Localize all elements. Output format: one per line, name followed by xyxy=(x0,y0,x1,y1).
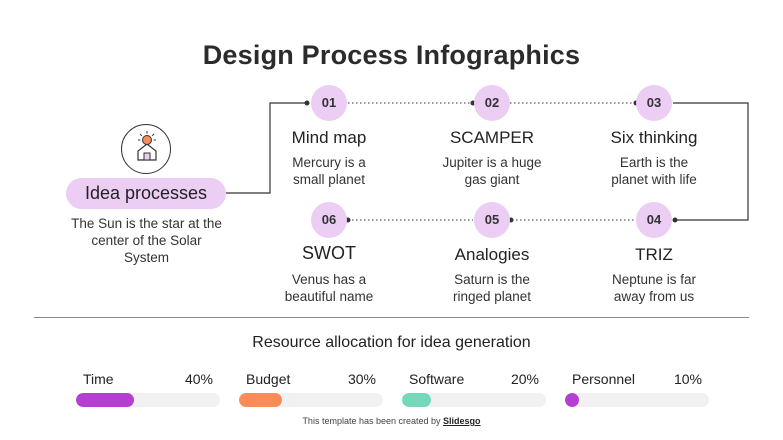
step-number-02: 02 xyxy=(474,85,510,121)
resource-label-personnel: Personnel xyxy=(572,371,636,387)
hub-description: The Sun is the star at the center of the… xyxy=(71,216,222,265)
step-name-05: Analogies xyxy=(454,245,530,264)
resource-percent-time: 40% xyxy=(184,371,213,387)
section-divider xyxy=(34,317,749,318)
resource-label-software: Software xyxy=(409,371,465,387)
step-description-03: Earth is the planet with life xyxy=(611,155,697,187)
step-name-01: Mind map xyxy=(291,128,367,147)
page-title: Design Process Infographics xyxy=(202,40,581,70)
hub-connector-line xyxy=(226,102,306,194)
connector-dot xyxy=(304,100,310,106)
idea-house-icon xyxy=(121,124,171,174)
resource-bar-fill xyxy=(565,393,580,407)
resource-bar-fill xyxy=(76,393,134,407)
resource-bar-time xyxy=(76,393,220,407)
footer-brand-link[interactable]: Slidesgo xyxy=(443,416,481,426)
step-name-04: TRIZ xyxy=(635,245,673,264)
step-description-02: Jupiter is a huge gas giant xyxy=(442,155,542,187)
step-name-06: SWOT xyxy=(302,243,356,263)
step-description-05: Saturn is the ringed planet xyxy=(452,272,532,304)
footer-text: This template has been created by xyxy=(302,416,441,426)
step-number-06: 06 xyxy=(311,202,347,238)
step-name-02: SCAMPER xyxy=(449,128,535,147)
resource-bar-personnel xyxy=(565,393,709,407)
resource-bar-budget xyxy=(239,393,383,407)
step-description-06: Venus has a beautiful name xyxy=(284,272,374,304)
resource-bar-software xyxy=(402,393,546,407)
resource-bar-fill xyxy=(239,393,283,407)
step-number-01: 01 xyxy=(311,85,347,121)
step-name-03: Six thinking xyxy=(610,128,698,147)
hub-label: Idea processes xyxy=(66,178,226,209)
resource-label-time: Time xyxy=(83,371,114,387)
turn-line-03-04 xyxy=(673,102,749,221)
resource-percent-personnel: 10% xyxy=(673,371,702,387)
resource-percent-budget: 30% xyxy=(347,371,376,387)
step-number-03: 03 xyxy=(636,85,672,121)
resource-percent-software: 20% xyxy=(510,371,539,387)
resource-label-budget: Budget xyxy=(246,371,291,387)
step-number-04: 04 xyxy=(636,202,672,238)
step-number-05: 05 xyxy=(474,202,510,238)
footer-credit: This template has been created by Slides… xyxy=(0,416,783,426)
connector-dot xyxy=(672,217,678,223)
step-description-04: Neptune is far away from us xyxy=(611,272,697,304)
step-description-01: Mercury is a small planet xyxy=(292,155,366,187)
resource-title: Resource allocation for idea generation xyxy=(252,334,531,351)
resource-bar-fill xyxy=(402,393,431,407)
